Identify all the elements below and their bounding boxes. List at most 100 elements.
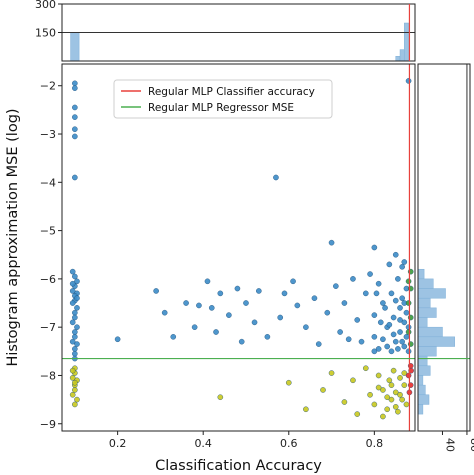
blue-point-45 [251,319,258,326]
yellow-point-29 [395,408,401,415]
yellow-point-37 [388,382,395,388]
blue-point-68 [371,334,378,340]
top-hist-bar-3 [404,22,409,62]
blue-point-59 [337,329,343,335]
blue-point-88 [403,334,410,340]
yellow-point-10 [69,367,76,374]
right-hist-xtick-label-1: 80 [468,438,474,452]
blue-point-15 [69,300,76,306]
main-plot-bg [62,64,415,431]
yellow-point-38 [384,394,390,400]
top-hist-bar-2 [399,49,405,62]
blue-point-72 [386,261,393,268]
blue-point-100 [377,319,384,326]
blue-point-50 [281,290,288,297]
blue-point-47 [264,334,271,340]
blue-point-63 [354,317,361,323]
blue-point-95 [388,348,395,355]
blue-point-23 [69,338,76,345]
yellow-point-35 [397,391,403,398]
right-hist-bar-2 [417,288,446,299]
yellow-point-23 [380,387,386,393]
blue-point-103 [371,348,378,355]
y-tick-label-1: −8 [40,369,56,382]
x-tick-label-0: 0.2 [109,437,127,450]
blue-point-81 [399,295,405,302]
blue-point-65 [362,290,369,297]
blue-point-106 [401,259,408,265]
green-point-6 [405,278,412,285]
yellow-point-6 [69,391,76,398]
yellow-point-22 [375,372,382,379]
right-hist-bar-8 [417,346,437,357]
blue-point-0 [72,80,78,87]
yellow-point-11 [217,394,224,400]
blue-point-40 [217,290,224,297]
top-hist-bar-0 [70,32,80,62]
blue-point-31 [153,288,159,294]
blue-point-85 [403,309,410,316]
blue-point-60 [341,300,348,306]
blue-point-97 [384,343,390,350]
yellow-point-7 [74,396,80,403]
blue-point-57 [328,239,335,246]
blue-point-73 [388,290,395,297]
blue-point-43 [238,338,245,345]
yellow-point-9 [72,379,78,386]
blue-point-33 [170,334,177,340]
blue-point-6 [72,174,78,181]
blue-point-105 [371,244,378,251]
blue-point-22 [72,334,78,340]
blue-point-56 [324,309,331,316]
yellow-point-8 [72,401,78,408]
main-plot-frame [61,63,416,432]
yellow-point-20 [367,391,373,398]
right-hist-frame [417,63,471,432]
series-yellow-points [69,365,410,420]
blue-point-46 [256,288,262,294]
blue-point-51 [290,278,296,285]
yellow-point-2 [69,375,76,381]
blue-point-80 [399,264,405,270]
yellow-point-12 [285,379,292,386]
red-point-1 [405,372,412,379]
y-tick-label-5: −4 [40,176,56,189]
y-tick-label-0: −9 [40,418,56,431]
legend-label-0: Regular MLP Classifier accuracy [148,86,315,98]
right-hist-bar-7 [417,336,455,347]
blue-point-96 [386,321,393,328]
blue-point-34 [183,300,189,306]
yellow-point-36 [392,404,399,410]
x-tick-label-1: 0.4 [194,437,212,450]
legend-box [113,79,333,119]
blue-point-18 [72,314,78,321]
blue-point-55 [315,341,322,347]
yellow-point-28 [392,389,399,396]
blue-point-90 [399,338,405,345]
right-hist-bar-1 [417,278,434,289]
right-hist-bar-0 [417,268,425,280]
blue-point-83 [401,343,408,350]
blue-point-91 [397,317,403,323]
blue-point-11 [69,288,76,294]
right-hist-bar-10 [417,365,431,376]
blue-point-62 [350,276,356,282]
blue-point-78 [397,305,403,311]
blue-point-64 [358,338,365,345]
blue-point-98 [382,305,388,311]
blue-point-67 [371,312,378,318]
yellow-point-26 [388,396,395,403]
blue-point-82 [401,319,408,326]
blue-point-26 [72,350,78,357]
blue-point-38 [208,305,215,311]
yellow-point-13 [303,406,309,413]
blue-point-101 [375,346,382,352]
right-hist-bar-9 [417,355,428,367]
blue-point-74 [390,314,397,321]
blue-point-79 [397,329,403,335]
blue-point-28 [74,295,80,302]
blue-point-27 [69,280,76,287]
blue-point-66 [367,271,373,277]
blue-point-25 [72,346,78,352]
